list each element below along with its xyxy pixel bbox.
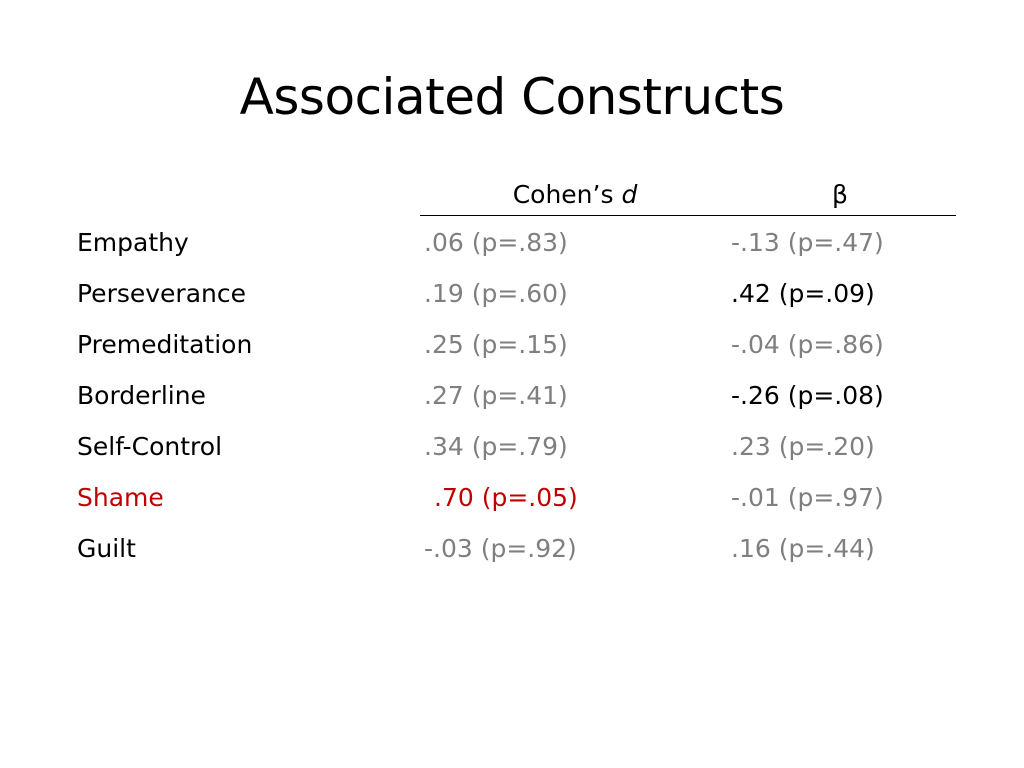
beta-value: .16 (p=.44) <box>731 534 875 563</box>
beta-value: -.13 (p=.47) <box>731 228 884 257</box>
beta-value: .23 (p=.20) <box>731 432 875 461</box>
table-row-borderline: Borderline .27 (p=.41) -.26 (p=.08) <box>0 377 1024 428</box>
beta-value: -.01 (p=.97) <box>731 483 884 512</box>
cohens-d-value: .27 (p=.41) <box>424 381 568 410</box>
cohens-d-value: .06 (p=.83) <box>424 228 568 257</box>
table-row-premeditation: Premeditation .25 (p=.15) -.04 (p=.86) <box>0 326 1024 377</box>
column-header-cohens-italic: d <box>621 180 638 209</box>
row-label: Borderline <box>77 381 206 410</box>
cohens-d-value: .70 (p=.05) <box>434 483 578 512</box>
row-label: Empathy <box>77 228 189 257</box>
beta-value: .42 (p=.09) <box>731 279 875 308</box>
cohens-d-value: .34 (p=.79) <box>424 432 568 461</box>
column-header-beta: β <box>832 180 848 209</box>
table-row-empathy: Empathy .06 (p=.83) -.13 (p=.47) <box>0 224 1024 275</box>
cohens-d-value: .25 (p=.15) <box>424 330 568 359</box>
header-divider <box>420 215 956 216</box>
cohens-d-value: .19 (p=.60) <box>424 279 568 308</box>
column-header-cohens-prefix: Cohen’s <box>512 180 622 209</box>
table-row-guilt: Guilt -.03 (p=.92) .16 (p=.44) <box>0 530 1024 581</box>
column-header-cohens-d: Cohen’s d <box>420 178 730 212</box>
row-label: Guilt <box>77 534 136 563</box>
constructs-table: Empathy .06 (p=.83) -.13 (p=.47) Perseve… <box>0 224 1024 581</box>
table-row-self-control: Self-Control .34 (p=.79) .23 (p=.20) <box>0 428 1024 479</box>
row-label: Premeditation <box>77 330 253 359</box>
cohens-d-value: -.03 (p=.92) <box>424 534 577 563</box>
row-label: Shame <box>77 483 164 512</box>
row-label: Self-Control <box>77 432 223 461</box>
table-row-perseverance: Perseverance .19 (p=.60) .42 (p=.09) <box>0 275 1024 326</box>
table-row-shame: Shame .70 (p=.05) -.01 (p=.97) <box>0 479 1024 530</box>
beta-value: -.04 (p=.86) <box>731 330 884 359</box>
row-label: Perseverance <box>77 279 246 308</box>
beta-value: -.26 (p=.08) <box>731 381 884 410</box>
slide-title: Associated Constructs <box>239 68 785 126</box>
